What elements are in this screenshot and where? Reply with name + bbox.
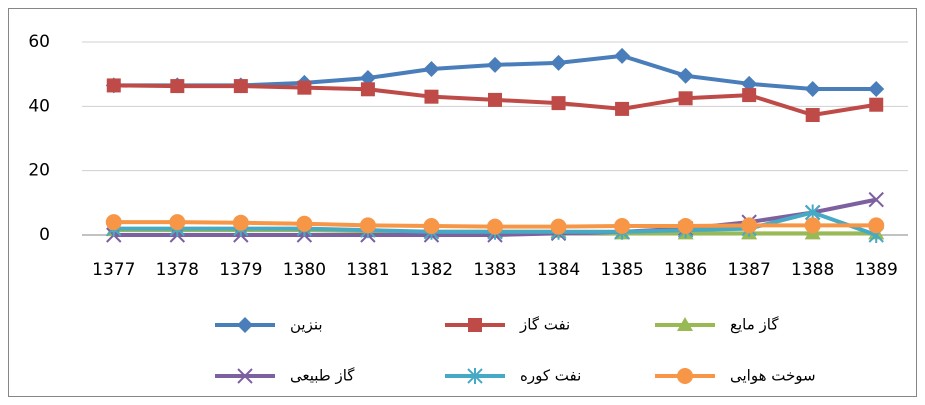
point bbox=[615, 101, 630, 116]
point bbox=[805, 108, 820, 123]
y-tick-label: 40 bbox=[28, 96, 50, 116]
point bbox=[868, 217, 885, 234]
point bbox=[678, 91, 693, 106]
legend-label: نفت کوره bbox=[520, 367, 581, 385]
x-tick-label: 1387 bbox=[728, 260, 771, 280]
point bbox=[359, 217, 376, 234]
y-tick-label: 0 bbox=[39, 225, 50, 245]
point bbox=[487, 218, 503, 235]
point bbox=[614, 217, 631, 234]
legend-item: سوخت هوایی bbox=[655, 367, 816, 385]
x-tick-label: 1386 bbox=[664, 260, 707, 280]
point bbox=[359, 70, 376, 87]
legend-label: سوخت هوایی bbox=[730, 367, 816, 385]
point bbox=[551, 96, 566, 111]
x-tick-label: 1382 bbox=[410, 260, 453, 280]
point bbox=[488, 92, 502, 107]
point bbox=[742, 88, 757, 103]
point bbox=[550, 218, 567, 235]
point bbox=[296, 215, 313, 232]
point bbox=[424, 89, 439, 104]
x-tick-label: 1380 bbox=[283, 260, 326, 280]
legend-marker bbox=[468, 318, 482, 332]
point bbox=[614, 47, 631, 64]
x-tick-label: 1389 bbox=[855, 260, 898, 280]
point bbox=[869, 97, 884, 112]
point bbox=[804, 80, 821, 97]
point bbox=[105, 214, 122, 231]
legend-marker bbox=[237, 317, 253, 333]
x-tick-label: 1381 bbox=[346, 260, 389, 280]
point bbox=[677, 67, 694, 84]
x-tick-label: 1384 bbox=[537, 260, 580, 280]
point bbox=[170, 79, 185, 94]
point bbox=[233, 79, 248, 94]
legend-item: گاز مایع bbox=[655, 316, 779, 334]
legend-label: گاز طبیعی bbox=[290, 367, 355, 385]
legend-label: نفت گاز bbox=[519, 316, 570, 334]
legend-item: نفت گاز bbox=[445, 316, 570, 334]
legend-label: گاز مایع bbox=[730, 316, 779, 334]
x-tick-label: 1383 bbox=[473, 260, 516, 280]
legend-marker bbox=[467, 368, 483, 384]
point bbox=[297, 80, 312, 95]
point bbox=[232, 214, 249, 231]
point bbox=[741, 217, 758, 234]
point bbox=[169, 214, 186, 231]
legend-label: بنزین bbox=[290, 316, 323, 334]
x-tick-label: 1385 bbox=[600, 260, 643, 280]
point bbox=[868, 191, 884, 208]
point bbox=[804, 217, 821, 234]
point bbox=[741, 75, 758, 92]
x-tick-label: 1377 bbox=[92, 260, 135, 280]
point bbox=[423, 217, 440, 234]
x-tick-label: 1378 bbox=[156, 260, 199, 280]
legend-marker bbox=[677, 368, 693, 384]
x-tick-label: 1379 bbox=[219, 260, 262, 280]
x-tick-label: 1388 bbox=[791, 260, 834, 280]
legend-item: گاز طبیعی bbox=[215, 367, 355, 385]
point bbox=[677, 217, 694, 234]
point bbox=[487, 56, 503, 73]
chart-frame bbox=[8, 8, 917, 397]
point bbox=[550, 54, 567, 71]
point bbox=[360, 82, 375, 97]
y-tick-label: 60 bbox=[28, 32, 50, 52]
y-tick-label: 20 bbox=[28, 161, 50, 181]
point bbox=[106, 78, 121, 93]
legend-item: نفت کوره bbox=[445, 367, 581, 385]
point bbox=[423, 61, 440, 78]
legend-marker bbox=[677, 317, 693, 331]
point bbox=[868, 80, 885, 97]
legend-item: بنزین bbox=[215, 316, 323, 334]
legend-marker bbox=[237, 368, 253, 384]
